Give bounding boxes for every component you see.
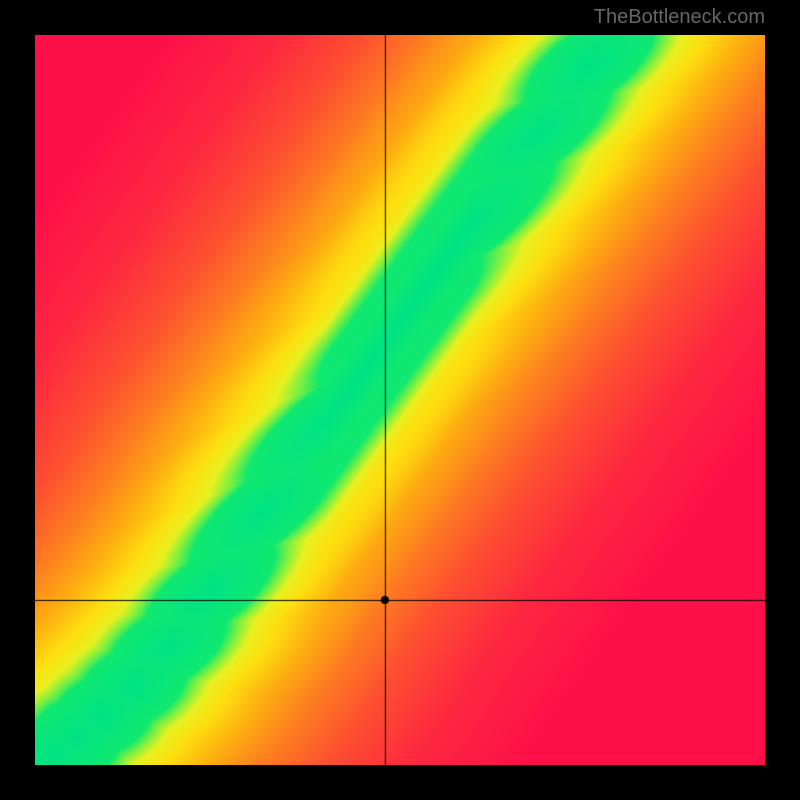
watermark-text: TheBottleneck.com [594,6,765,29]
bottleneck-heatmap [35,35,765,765]
heatmap-canvas [35,35,765,765]
